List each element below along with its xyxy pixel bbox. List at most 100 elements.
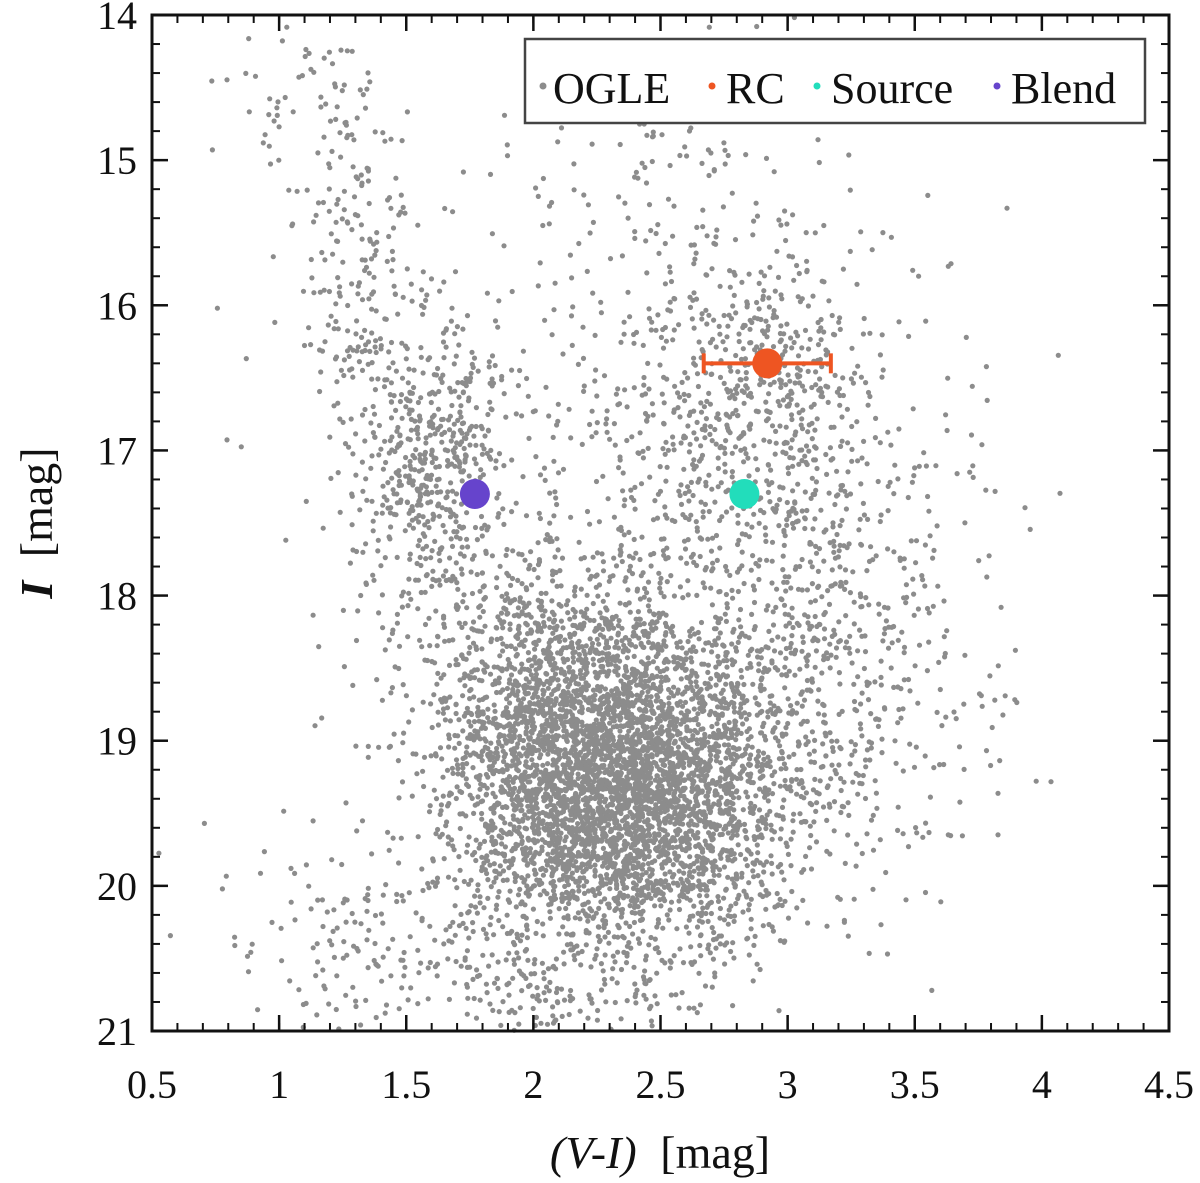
ogle-point xyxy=(500,769,506,775)
ogle-point xyxy=(473,837,479,843)
ogle-point xyxy=(573,859,579,865)
ogle-point xyxy=(688,746,694,753)
ogle-point xyxy=(811,819,817,825)
ogle-point xyxy=(535,826,542,832)
ogle-point xyxy=(579,706,585,712)
ogle-point xyxy=(643,996,649,1002)
ogle-point xyxy=(560,769,567,775)
ogle-point xyxy=(566,664,572,671)
ogle-point xyxy=(635,887,641,893)
ogle-point xyxy=(465,544,471,550)
ogle-point xyxy=(708,676,714,682)
ogle-point xyxy=(614,687,620,693)
ogle-point xyxy=(564,737,570,743)
ogle-point xyxy=(659,783,665,790)
ogle-point xyxy=(586,839,592,845)
ogle-point xyxy=(705,662,712,668)
ogle-point xyxy=(703,910,709,917)
ogle-point xyxy=(471,694,477,700)
ogle-point xyxy=(386,349,392,355)
ogle-point xyxy=(624,733,630,739)
ogle-point xyxy=(740,721,746,727)
ogle-point xyxy=(396,665,402,672)
ogle-point xyxy=(731,918,737,925)
ogle-point xyxy=(581,742,588,748)
ogle-point xyxy=(636,852,642,858)
ogle-point xyxy=(576,888,582,894)
ogle-point xyxy=(544,717,550,724)
ogle-point xyxy=(589,723,596,729)
ogle-point xyxy=(748,896,754,902)
ogle-point xyxy=(564,676,570,682)
ogle-point xyxy=(341,664,347,670)
ogle-point xyxy=(565,913,571,919)
ogle-point xyxy=(550,630,556,636)
ogle-point xyxy=(555,733,562,739)
ogle-point xyxy=(542,726,548,733)
ogle-point xyxy=(616,786,622,792)
ogle-point xyxy=(648,1018,655,1024)
ogle-point xyxy=(671,659,677,665)
ogle-point xyxy=(599,657,605,663)
ogle-point xyxy=(764,812,770,818)
ogle-point xyxy=(615,899,621,906)
ogle-point xyxy=(927,794,934,800)
ogle-point xyxy=(491,861,497,867)
ogle-point xyxy=(541,798,547,804)
ogle-point xyxy=(634,716,640,722)
ogle-point xyxy=(452,745,458,751)
ogle-point xyxy=(664,912,670,918)
ogle-point xyxy=(706,830,712,836)
ogle-point xyxy=(563,750,570,757)
ogle-point xyxy=(700,905,706,911)
ogle-point xyxy=(510,856,516,862)
ogle-point xyxy=(760,893,766,900)
ogle-point xyxy=(500,506,506,512)
ogle-point xyxy=(763,737,769,743)
ogle-point xyxy=(435,709,441,715)
ogle-point xyxy=(713,758,720,764)
ogle-point xyxy=(652,903,658,909)
ogle-point xyxy=(453,702,459,708)
ogle-point xyxy=(705,821,712,827)
ogle-point xyxy=(692,751,698,757)
ogle-point xyxy=(600,826,606,832)
ogle-point xyxy=(479,646,485,652)
ogle-point xyxy=(596,890,603,897)
ogle-point xyxy=(713,664,719,670)
ogle-point xyxy=(711,872,717,878)
ogle-point xyxy=(460,693,466,699)
ogle-point xyxy=(709,723,715,730)
ogle-point xyxy=(803,734,809,740)
ogle-point xyxy=(581,746,587,752)
ogle-point xyxy=(626,728,632,734)
ogle-point xyxy=(658,903,664,909)
ogle-point xyxy=(732,827,739,833)
ogle-point xyxy=(542,827,548,833)
ogle-point xyxy=(675,812,682,818)
ogle-point xyxy=(778,826,784,832)
ogle-point xyxy=(513,720,519,726)
ogle-point xyxy=(602,934,608,940)
ogle-point xyxy=(748,851,754,857)
ogle-point xyxy=(406,890,412,896)
ogle-point xyxy=(429,724,435,731)
ogle-point xyxy=(508,672,515,678)
ogle-point xyxy=(608,661,614,667)
ogle-point xyxy=(365,885,371,891)
ogle-point xyxy=(622,789,628,795)
ogle-point xyxy=(739,695,745,701)
ogle-point xyxy=(471,810,477,817)
ogle-point xyxy=(564,804,570,810)
ogle-point xyxy=(742,856,749,862)
ogle-point xyxy=(457,811,463,817)
ogle-point xyxy=(617,793,623,799)
ogle-point xyxy=(530,676,536,682)
ogle-point xyxy=(677,793,684,799)
ogle-point xyxy=(600,568,607,574)
ogle-point xyxy=(733,900,739,907)
ogle-point xyxy=(566,776,573,782)
ogle-point xyxy=(689,788,695,795)
ogle-point xyxy=(841,917,848,923)
ogle-point xyxy=(551,892,558,898)
